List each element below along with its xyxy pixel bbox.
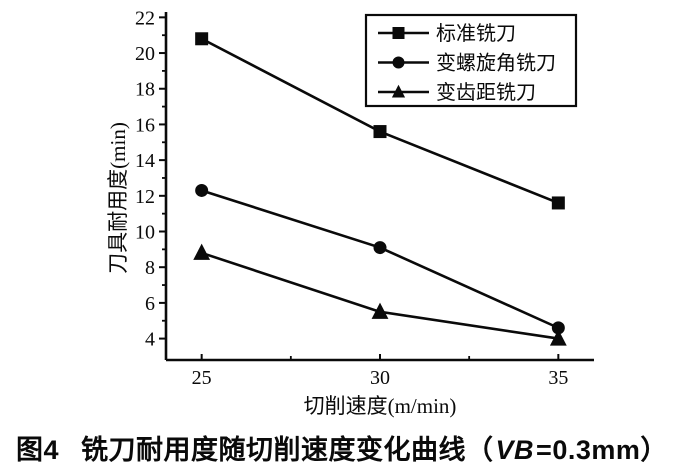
y-tick-label: 10 [135,222,155,244]
y-axis-title: 刀具耐用度(min) [106,122,130,274]
y-tick-label: 18 [135,79,155,101]
x-tick-label: 30 [370,367,390,389]
legend-marker-square [392,27,405,39]
figure-number: 图4 [16,435,60,465]
x-axis-title: 切削速度(m/min) [304,394,457,418]
data-marker-circle [195,183,209,197]
x-tick-label: 25 [192,367,212,389]
series-line-2 [201,251,559,340]
y-tick-label: 6 [145,293,155,315]
data-marker-circle [373,241,387,255]
legend-label: 标准铣刀 [436,22,516,45]
data-marker-triangle [371,302,389,319]
figure-title-text: 铣刀耐用度随切削速度变化曲线（ [81,435,494,465]
data-marker-square [373,125,387,139]
data-marker-triangle [193,243,211,260]
y-tick-label: 20 [135,43,155,65]
legend-marker-circle [392,56,405,69]
y-tick-label: 4 [145,329,155,351]
y-tick-label: 8 [145,257,155,279]
legend-marker-triangle [391,84,406,98]
y-tick-label: 22 [135,7,155,29]
legend-item: 变齿距铣刀 [378,81,536,104]
legend-label: 变螺旋角铣刀 [436,52,556,75]
data-marker-square [195,32,209,46]
data-marker-triangle [549,329,567,346]
data-marker-square [551,196,565,210]
y-tick-label: 16 [135,114,155,136]
y-tick-label: 14 [135,150,155,172]
figure-caption: 图4 铣刀耐用度随切削速度变化曲线（VB=0.3mm） [16,428,686,467]
vb-variable: VB [495,435,535,465]
legend-label: 变齿距铣刀 [436,81,536,104]
y-tick-label: 12 [135,186,155,208]
tool-durability-line-chart: 4 6 8 10 12 14 16 18 20 22 25 30 35 切削速度(m/min) 刀具耐用度(… [106,7,594,418]
figure-title-suffix: =0.3mm） [536,435,668,465]
data-marker-circle [551,321,565,335]
x-tick-label: 35 [548,367,568,389]
